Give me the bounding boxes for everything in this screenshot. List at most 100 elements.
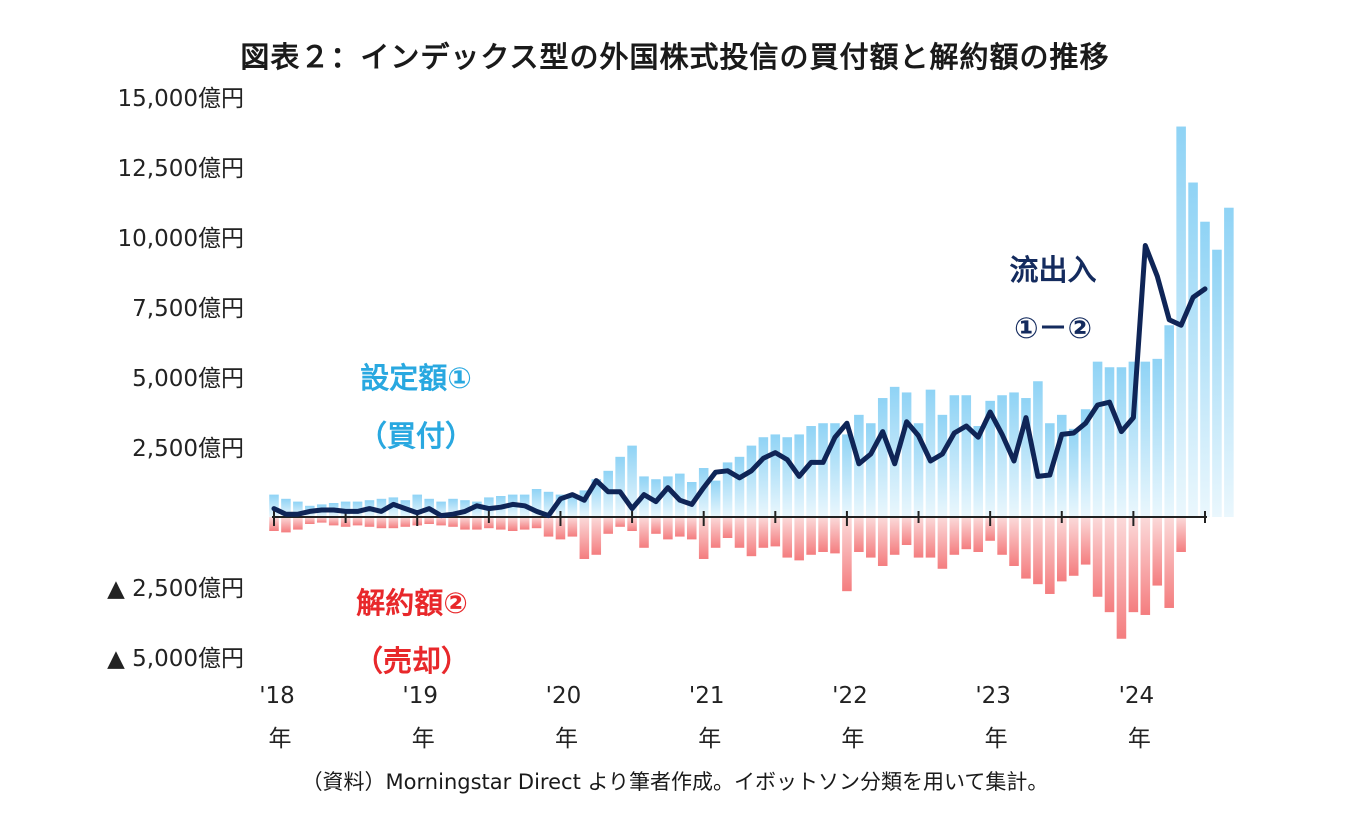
sell-bar — [770, 517, 781, 547]
net-flow-line — [271, 243, 1208, 519]
sell-bar — [1033, 517, 1043, 585]
y-tick-label: 5,000億円 — [132, 366, 244, 392]
buy-bar — [973, 426, 983, 517]
x-tick-unit: 年 — [269, 726, 292, 752]
x-tick-unit: 年 — [1128, 726, 1151, 752]
sell-bar — [1009, 517, 1019, 566]
sell-bar — [1104, 517, 1115, 613]
sell-bar — [722, 517, 733, 538]
x-tick-year: '21 — [689, 683, 725, 709]
x-tick-year: '24 — [1119, 683, 1155, 709]
sell-bar — [627, 517, 637, 531]
x-axis-labels: '18 年 '19 年 '20 年 '21 年 '22 年 '23 年 '24 年 — [259, 683, 1154, 752]
buy-bar — [925, 389, 936, 517]
buy-bar — [877, 398, 888, 517]
buy-bar — [746, 445, 757, 517]
sell-bar — [877, 517, 888, 566]
buy-bar — [293, 501, 303, 517]
sell-bar — [937, 517, 948, 569]
y-tick-label: 7,500億円 — [132, 296, 244, 322]
y-tick-label: ▲ 5,000億円 — [107, 646, 244, 672]
buy-bar — [1092, 361, 1103, 517]
buy-bar — [1080, 409, 1091, 517]
buy-bar — [1224, 207, 1234, 517]
sell-bar — [579, 517, 590, 559]
x-tick-year: '23 — [975, 683, 1011, 709]
sell-bar — [686, 517, 697, 540]
sell-bar — [507, 517, 518, 531]
y-tick-label: 12,500億円 — [118, 156, 244, 182]
sell-bar — [1128, 517, 1139, 613]
sell-bar — [961, 517, 972, 550]
sell-bar — [782, 517, 793, 558]
buy-bar — [1212, 249, 1222, 517]
y-tick-label: 15,000億円 — [118, 86, 244, 112]
sell-bar — [1152, 517, 1163, 586]
sell-bar — [997, 517, 1007, 555]
buy-bar — [830, 423, 840, 517]
x-tick-year: '20 — [546, 683, 582, 709]
sell-bar — [472, 517, 482, 530]
sell-bar — [710, 517, 721, 548]
buy-bar — [531, 489, 542, 517]
sell-bar — [651, 517, 661, 534]
sell-bar — [448, 517, 458, 527]
buy-bar — [770, 434, 781, 517]
buy-bar — [1104, 367, 1115, 517]
buy-bar — [269, 494, 279, 517]
sell-bar — [854, 517, 864, 552]
buy-bar — [376, 498, 387, 517]
buy-bar — [1128, 361, 1139, 517]
sell-bar — [400, 517, 411, 527]
buy-bar — [806, 426, 816, 517]
sell-bar — [794, 517, 804, 561]
sell-bar — [436, 517, 446, 526]
buy-bar — [913, 423, 924, 517]
sell-bar — [293, 517, 303, 530]
sell-bar — [328, 517, 339, 526]
sell-bar — [1140, 517, 1151, 615]
sell-bar — [615, 517, 625, 527]
buy-bar — [1116, 367, 1127, 517]
buy-bar — [686, 482, 697, 517]
sell-bar — [316, 517, 327, 523]
sell-bar — [675, 517, 685, 537]
x-tick-unit: 年 — [985, 726, 1008, 752]
buy-bar — [889, 386, 900, 517]
sell-bar — [1164, 517, 1174, 608]
y-axis-labels: 15,000億円 12,500億円 10,000億円 7,500億円 5,000億円 2,… — [107, 86, 244, 672]
buy-bar — [567, 494, 578, 517]
sell-series-sublabel: （売却） — [353, 644, 470, 678]
sell-bar — [1056, 517, 1067, 582]
buy-bar — [782, 437, 793, 517]
buy-bar — [722, 462, 733, 517]
buy-bar — [460, 500, 470, 517]
buy-bar — [949, 395, 960, 517]
sell-bar — [734, 517, 745, 548]
sell-bar — [424, 517, 434, 524]
buy-bar — [1152, 358, 1163, 517]
x-tick-year: '19 — [402, 683, 438, 709]
sell-bar — [1176, 517, 1186, 552]
buy-bar — [412, 494, 423, 517]
buy-bar — [1068, 428, 1079, 517]
sell-bar — [698, 517, 709, 559]
buy-bar — [543, 491, 554, 517]
sell-bar — [889, 517, 900, 555]
y-tick-label: 2,500億円 — [132, 436, 244, 462]
net-series-label: 流出入 — [1009, 253, 1097, 287]
net-series-sublabel: ①－② — [1013, 311, 1093, 345]
buy-bar — [1164, 325, 1174, 517]
source-note: （資料）Morningstar Direct より筆者作成。イボットソン分類を用… — [301, 770, 1049, 794]
buy-bar — [1056, 414, 1067, 517]
buy-bar — [818, 423, 828, 517]
y-tick-label: ▲ 2,500億円 — [107, 576, 244, 602]
sell-bar — [901, 517, 912, 545]
sell-bar — [746, 517, 757, 557]
sell-bar — [305, 517, 315, 524]
x-tick-unit: 年 — [555, 726, 578, 752]
sell-bar — [1045, 517, 1055, 594]
buy-bar — [901, 392, 912, 517]
buy-bar — [448, 498, 458, 517]
